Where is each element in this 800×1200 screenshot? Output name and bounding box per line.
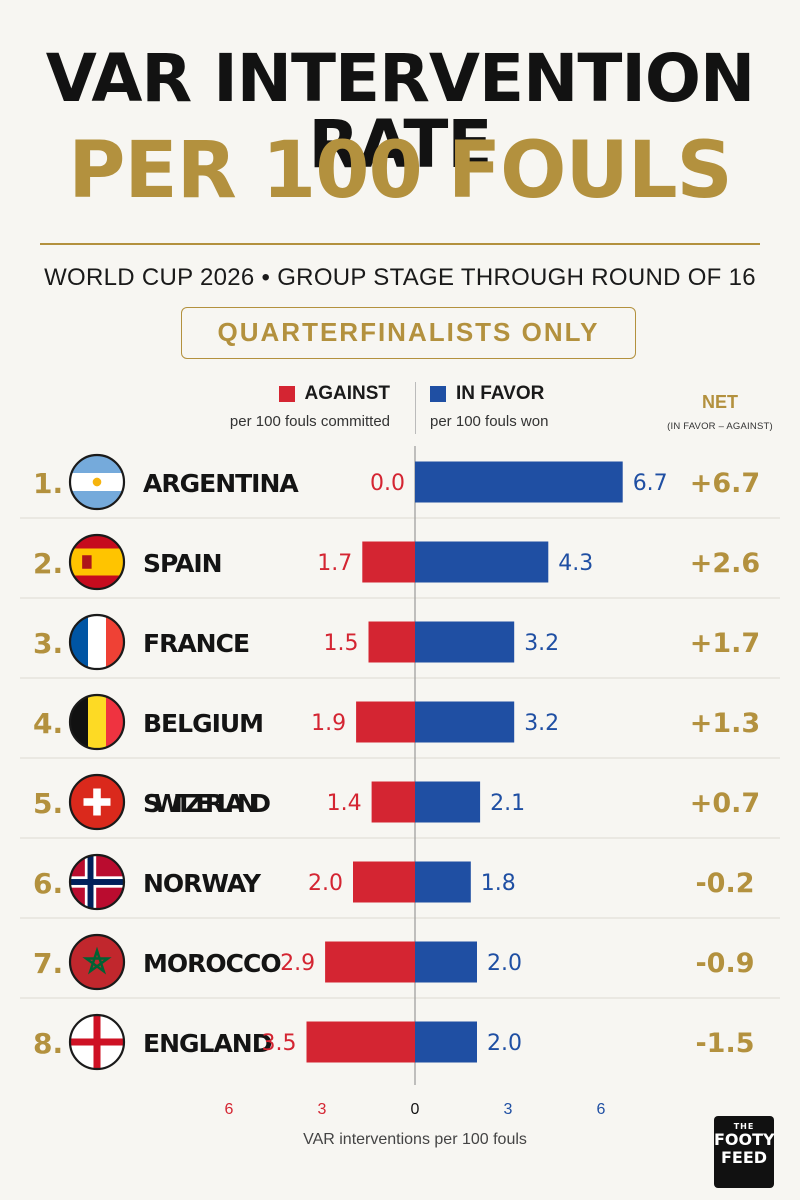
- rank-label: 5.: [33, 787, 63, 820]
- x-tick-label: 6: [225, 1101, 234, 1118]
- favor-value-label: 2.0: [487, 951, 522, 976]
- favor-bar: [415, 701, 515, 743]
- against-bar: [362, 541, 415, 583]
- chart-title-line1: VAR INTERVENTION RATE: [45, 40, 756, 183]
- net-sub: (IN FAVOR – AGAINST): [667, 421, 773, 432]
- favor-bar: [415, 621, 515, 663]
- favor-bar: [415, 1021, 477, 1063]
- x-tick-label: 3: [318, 1101, 327, 1118]
- favor-value-label: 4.3: [558, 551, 593, 576]
- net-value: +2.6: [690, 548, 760, 579]
- net-value: +1.3: [690, 708, 760, 739]
- against-value-label: 0.0: [370, 471, 405, 496]
- rank-label: 1.: [33, 467, 63, 500]
- switzerland-flag: [68, 773, 126, 831]
- favor-bar: [415, 461, 623, 503]
- favor-bar: [415, 861, 471, 903]
- against-value-label: 3.5: [262, 1031, 297, 1056]
- against-value-label: 1.4: [327, 791, 362, 816]
- rank-label: 8.: [33, 1027, 63, 1060]
- x-tick-label: 6: [597, 1101, 606, 1118]
- logo-line3: FEED: [720, 1148, 768, 1167]
- country-label: NORWAY: [143, 869, 262, 898]
- against-value-label: 1.7: [317, 551, 352, 576]
- france-flag: [68, 613, 126, 671]
- table-row: 4. BELGIUM 1.9 3.2 +1.3: [33, 693, 760, 751]
- logo-line2: FOOTY: [714, 1130, 775, 1149]
- x-tick-label: 3: [504, 1101, 513, 1118]
- morocco-flag: [68, 933, 126, 991]
- favor-value-label: 6.7: [633, 471, 668, 496]
- rank-label: 6.: [33, 867, 63, 900]
- footy-feed-logo: THE FOOTY FEED: [714, 1116, 775, 1188]
- against-bar: [325, 941, 415, 983]
- table-row: 7. MOROCCO 2.9 2.0 -0.9: [33, 933, 755, 991]
- net-label: NET: [702, 392, 738, 412]
- net-value: -0.9: [695, 948, 754, 979]
- legend-favor-swatch: [430, 386, 446, 402]
- legend-favor-sub: per 100 fouls won: [430, 413, 549, 430]
- chart-subtitle: WORLD CUP 2026 • GROUP STAGE THROUGH ROU…: [44, 264, 756, 291]
- country-label: ARGENTINA: [143, 469, 299, 498]
- net-value: +6.7: [690, 468, 760, 499]
- against-bar: [371, 781, 415, 823]
- diverging-bar-chart: 1. ARGENTINA 0.0 6.7 +6.72. SPAIN 1.7 4.3 +2.63.…: [20, 446, 780, 1148]
- favor-value-label: 3.2: [524, 711, 559, 736]
- x-tick-label: 0: [411, 1101, 420, 1118]
- country-label: SPAIN: [143, 549, 222, 578]
- favor-value-label: 1.8: [481, 871, 516, 896]
- filter-badge: QUARTERFINALISTS ONLY: [181, 307, 636, 359]
- favor-bar: [415, 781, 481, 823]
- favor-value-label: 2.0: [487, 1031, 522, 1056]
- table-row: 6. NORWAY 2.0 1.8 -0.2: [33, 853, 755, 911]
- chart-title-line2: PER 100 FOULS: [68, 126, 732, 216]
- logo-line1: THE: [733, 1122, 755, 1131]
- x-axis-label: VAR interventions per 100 fouls: [303, 1131, 527, 1148]
- against-bar: [356, 701, 415, 743]
- belgium-flag: [68, 693, 126, 751]
- legend-against-label: AGAINST: [304, 383, 391, 404]
- title-divider: [40, 243, 760, 245]
- favor-value-label: 2.1: [490, 791, 525, 816]
- against-value-label: 1.5: [324, 631, 359, 656]
- legend-against-swatch: [278, 386, 295, 402]
- legend-against-sub: per 100 fouls committed: [229, 413, 390, 430]
- rank-label: 2.: [33, 547, 63, 580]
- norway-flag: [68, 853, 126, 911]
- against-value-label: 2.9: [280, 951, 315, 976]
- against-value-label: 2.0: [308, 871, 343, 896]
- legend-favor-label: IN FAVOR: [456, 383, 545, 404]
- country-label: SWITZERLAND: [143, 789, 270, 818]
- table-row: 5. SWITZERLAND 1.4 2.1 +0.7: [33, 773, 760, 831]
- rank-label: 7.: [33, 947, 63, 980]
- against-bar: [306, 1021, 415, 1063]
- favor-bar: [415, 541, 549, 583]
- table-row: 1. ARGENTINA 0.0 6.7 +6.7: [33, 453, 760, 511]
- net-value: -0.2: [695, 868, 754, 899]
- country-label: MOROCCO: [143, 949, 281, 978]
- against-value-label: 1.9: [311, 711, 346, 736]
- net-header: NET (IN FAVOR – AGAINST): [660, 392, 780, 432]
- spain-flag: [68, 533, 126, 591]
- net-value: +0.7: [690, 788, 760, 819]
- rank-label: 3.: [33, 627, 63, 660]
- against-bar: [368, 621, 415, 663]
- country-label: BELGIUM: [143, 709, 263, 738]
- table-row: 2. SPAIN 1.7 4.3 +2.6: [33, 533, 760, 591]
- country-label: FRANCE: [143, 629, 249, 658]
- rank-label: 4.: [33, 707, 63, 740]
- england-flag: [68, 1013, 126, 1071]
- net-value: -1.5: [695, 1028, 754, 1059]
- favor-value-label: 3.2: [524, 631, 559, 656]
- net-value: +1.7: [690, 628, 760, 659]
- legend-favor: IN FAVOR per 100 fouls won: [430, 383, 548, 430]
- favor-bar: [415, 941, 477, 983]
- legend-against: AGAINST per 100 fouls committed: [230, 383, 390, 430]
- argentina-flag: [68, 453, 126, 511]
- table-row: 3. FRANCE 1.5 3.2 +1.7: [33, 613, 760, 671]
- against-bar: [353, 861, 415, 903]
- legend-divider: [415, 382, 416, 434]
- country-label: ENGLAND: [143, 1029, 272, 1058]
